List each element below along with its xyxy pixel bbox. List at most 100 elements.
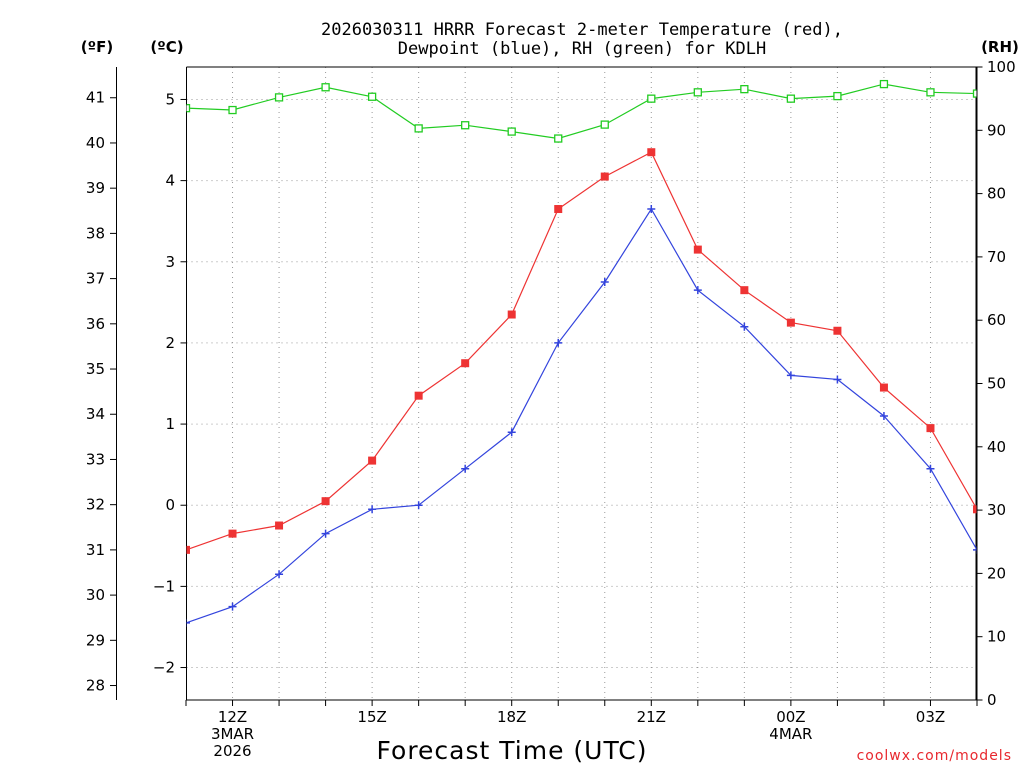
fahrenheit-tick-label: 40 [86,134,105,152]
rh-marker [228,105,237,115]
rh-marker [461,121,470,130]
rh-tick-label: 90 [987,121,1006,139]
dewpoint-marker [879,411,888,420]
rh-marker [926,88,935,97]
rh-tick-label: 10 [987,628,1006,646]
x-tick-label: 4MAR [769,725,812,743]
rh-marker [367,92,377,101]
temperature-marker [275,521,284,530]
dewpoint-marker [461,464,470,473]
dewpoint-marker [647,205,656,214]
x-tick-label: 12Z [218,708,247,726]
celsius-tick-label: 2 [165,334,175,352]
fahrenheit-tick-label: 39 [86,179,105,197]
rh-marker [274,93,284,102]
x-tick-label: 00Z [776,708,805,726]
temperature-marker [833,326,842,335]
rh-axis-label: (RH) [981,38,1019,56]
fahrenheit-axis-label: (ºF) [81,38,113,56]
dewpoint-marker [1020,595,1024,603]
dewpoint-marker [833,375,842,384]
fahrenheit-tick-label: 34 [86,405,105,423]
rh-marker [879,79,889,89]
dewpoint-marker [321,529,330,538]
dewpoint-marker [600,278,609,287]
rh-marker [647,94,656,103]
grid-lines [186,67,977,700]
rh-tick-label: 80 [987,185,1006,203]
chart-title-line2: Dewpoint (blue), RH (green) for KDLH [398,39,766,59]
rh-marker [972,89,977,98]
rh-tick-label: 100 [987,58,1016,76]
chart-title: 2026030311 HRRR Forecast 2-meter Tempera… [321,20,843,59]
temperature-marker [600,172,609,181]
temperature-marker [461,359,470,368]
dewpoint-marker [414,501,423,510]
rh-marker [740,85,749,94]
fahrenheit-tick-label: 36 [86,315,105,333]
celsius-tick-label: 5 [165,90,175,108]
chart-title-line1: 2026030311 HRRR Forecast 2-meter Tempera… [321,20,843,40]
temperature-marker [507,310,516,319]
temperature-marker [228,529,237,538]
rh-tick-label: 50 [987,375,1006,393]
rh-marker [186,103,191,113]
temperature-marker [1020,554,1024,562]
fahrenheit-tick-label: 28 [86,677,105,695]
celsius-tick-label: 4 [165,172,175,190]
x-axis-title: Forecast Time (UTC) [377,736,648,765]
temperature-marker [973,505,977,514]
rh-marker [507,127,516,136]
celsius-axis-label: (ºC) [150,38,183,56]
temperature-marker [368,456,377,465]
plotted-series [186,79,1024,627]
dewpoint-marker [693,286,702,295]
rh-marker [833,91,842,101]
fahrenheit-tick-label: 38 [86,224,105,242]
dewpoint-marker [275,570,284,579]
temperature-marker [321,497,330,506]
temperature-marker [879,383,888,392]
rh-marker [321,83,330,92]
dewpoint-marker [740,322,749,331]
celsius-tick-label: −1 [153,577,175,595]
dewpoint-marker [786,371,795,380]
fahrenheit-tick-label: 31 [86,541,105,559]
rh-marker [600,120,609,129]
rh-marker [1020,90,1024,97]
temperature-marker [647,148,656,157]
temperature-marker [926,424,935,433]
celsius-tick-label: −2 [153,659,175,677]
dewpoint-marker [926,464,935,473]
dewpoint-marker [973,545,977,554]
rh-tick-label: 30 [987,501,1006,519]
watermark: coolwx.com/models [857,748,1012,764]
rh-marker [693,88,702,97]
dewpoint-marker [228,602,237,611]
x-tick-label: 15Z [357,708,386,726]
rh-marker [554,134,563,143]
temperature-marker [740,286,749,295]
series-layer [186,79,1024,627]
temperature-marker [186,545,190,554]
rh-tick-label: 20 [987,564,1006,582]
x-tick-label: 3MAR [211,725,254,743]
rh-tick-label: 0 [987,691,997,709]
rh-tick-label: 60 [987,311,1006,329]
rh-tick-label: 70 [987,248,1006,266]
x-tick-label: 03Z [916,708,945,726]
rh-marker [414,124,423,133]
dewpoint-marker [554,338,563,347]
dewpoint-marker [507,428,516,437]
celsius-tick-label: 3 [165,253,175,271]
celsius-tick-label: 0 [165,496,175,514]
fahrenheit-tick-label: 33 [86,450,105,468]
fahrenheit-tick-label: 30 [86,586,105,604]
dewpoint-marker [368,505,377,514]
rh-tick-label: 40 [987,438,1006,456]
rh-marker [786,94,796,103]
celsius-tick-label: 1 [165,415,175,433]
fahrenheit-tick-label: 37 [86,270,105,288]
x-tick-label: 21Z [637,708,666,726]
